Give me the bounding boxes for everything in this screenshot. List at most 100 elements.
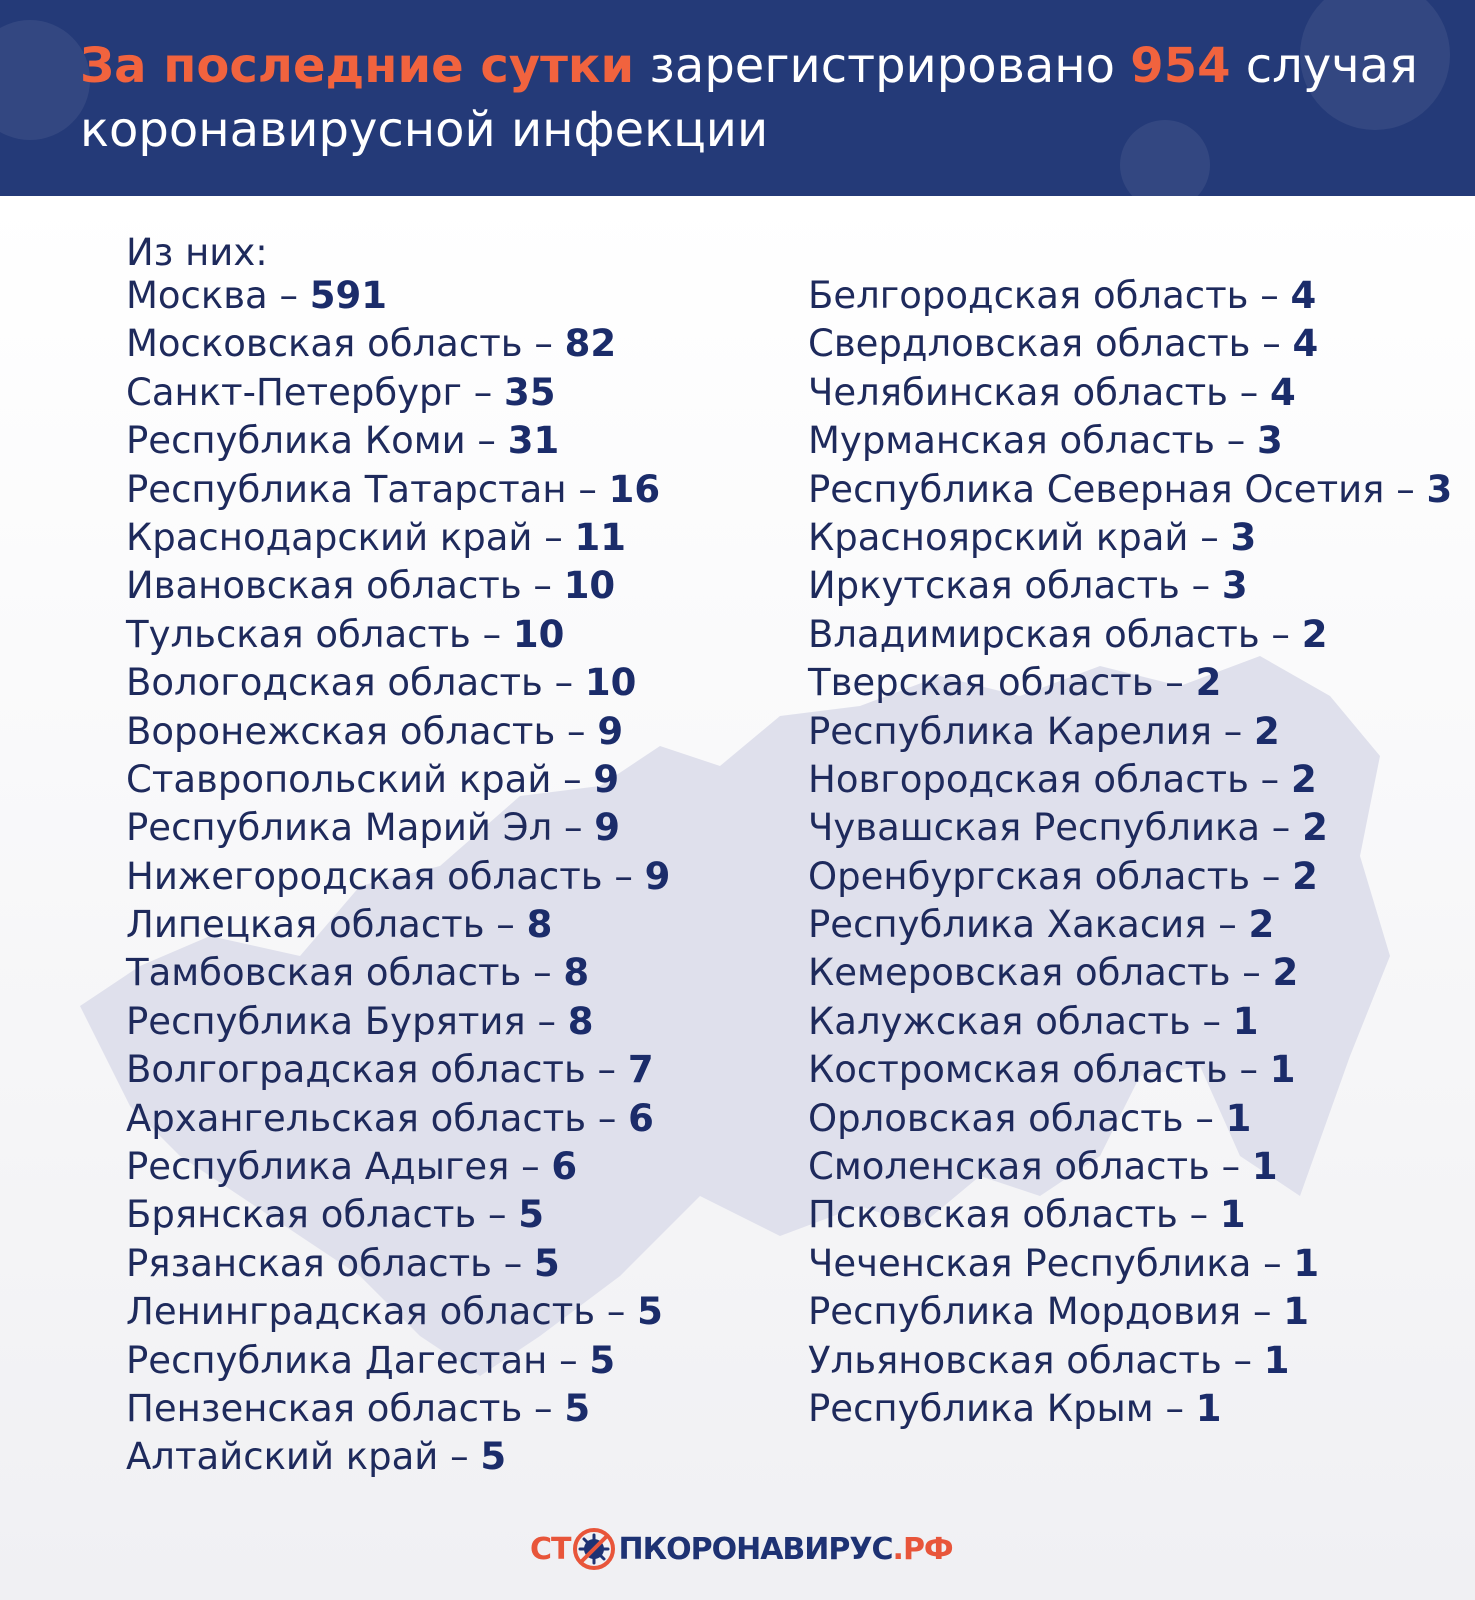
region-name: Владимирская область (808, 612, 1260, 656)
stopcoronavirus-logo: СТ ПКОРОНАВИРУС .РФ (530, 1524, 954, 1574)
region-row: Новгородская область – 2 (808, 756, 1452, 804)
region-case-count: 9 (644, 854, 671, 898)
region-row: Мурманская область – 3 (808, 417, 1452, 465)
region-separator: – (438, 1435, 481, 1479)
region-case-count: 1 (1195, 1386, 1222, 1430)
region-separator: – (585, 1048, 628, 1092)
region-case-count: 2 (1248, 903, 1275, 947)
region-separator: – (1211, 709, 1254, 753)
region-row: Воронежская область – 9 (126, 708, 670, 756)
region-separator: – (267, 274, 310, 317)
region-name: Республика Коми (126, 419, 466, 463)
region-row: Республика Мордовия – 1 (808, 1288, 1452, 1336)
region-separator: – (1153, 1386, 1196, 1430)
region-row: Республика Крым – 1 (808, 1385, 1452, 1433)
region-separator: – (461, 370, 505, 414)
region-case-count: 591 (309, 274, 387, 317)
headline-rest: случая коронавирусной инфекции (80, 38, 1418, 158)
region-row: Чувашская Республика – 2 (808, 804, 1452, 852)
region-case-count: 1 (1269, 1048, 1296, 1092)
region-separator: – (551, 757, 594, 801)
region-row: Республика Коми – 31 (126, 417, 670, 465)
region-case-count: 5 (518, 1193, 544, 1237)
region-row: Нижегородская область – 9 (126, 853, 670, 901)
region-separator: – (1188, 515, 1231, 559)
region-separator: – (522, 322, 565, 366)
virus-decoration-icon (1300, 0, 1450, 130)
region-separator: – (465, 419, 508, 463)
region-name: Липецкая область (126, 903, 485, 947)
region-row: Республика Марий Эл – 9 (126, 804, 670, 852)
region-row: Белгородская область – 4 (808, 272, 1452, 320)
region-name: Московская область (126, 322, 523, 366)
region-case-count: 2 (1290, 757, 1317, 801)
content-area (0, 196, 1475, 1600)
russia-map-background (80, 656, 1390, 1376)
region-case-count: 5 (637, 1290, 663, 1334)
region-case-count: 2 (1253, 709, 1280, 753)
region-name: Вологодская область (126, 661, 543, 705)
region-case-count: 35 (504, 370, 556, 414)
region-case-count: 4 (1292, 322, 1319, 366)
region-row: Республика Карелия – 2 (808, 708, 1452, 756)
region-case-count: 2 (1301, 612, 1328, 656)
intro-label: Из них: (126, 231, 268, 274)
region-row: Орловская область – 1 (808, 1095, 1452, 1143)
region-case-count: 5 (564, 1386, 591, 1430)
region-case-count: 9 (597, 709, 624, 753)
region-row: Липецкая область – 8 (126, 901, 670, 949)
region-name: Калужская область (808, 999, 1191, 1043)
virus-stop-icon (573, 1528, 616, 1570)
region-row: Тверская область – 2 (808, 659, 1452, 707)
region-row: Калужская область – 1 (808, 998, 1452, 1046)
region-separator: – (1251, 1241, 1294, 1285)
region-case-count: 10 (563, 564, 616, 608)
region-case-count: 5 (534, 1241, 560, 1285)
region-name: Новгородская область (808, 757, 1249, 801)
region-case-count: 3 (1256, 419, 1283, 463)
region-case-count: 82 (564, 322, 617, 366)
region-separator: – (1209, 1145, 1252, 1189)
region-name: Костромская область (808, 1048, 1228, 1092)
headline-accent: За последние сутки (80, 38, 635, 94)
region-case-count: 3 (1426, 467, 1453, 511)
region-name: Ленинградская область (126, 1290, 596, 1334)
region-separator: – (1177, 1193, 1220, 1237)
region-name: Псковская область (808, 1193, 1178, 1237)
region-separator: – (521, 564, 564, 608)
region-name: Алтайский край (126, 1435, 439, 1479)
region-name: Ставропольский край (126, 757, 552, 801)
region-row: Краснодарский край – 11 (126, 514, 670, 562)
region-name: Республика Крым (808, 1386, 1154, 1430)
region-name: Республика Северная Осетия (808, 467, 1385, 511)
left-region-list: Москва – 591 Московская область – 82 Санкт… (126, 272, 670, 1482)
region-row: Иркутская область – 3 (808, 562, 1452, 610)
logo-part-st: СТ (530, 1531, 571, 1567)
region-row: Республика Адыгея – 6 (126, 1143, 670, 1191)
headline-mid: зарегистрировано (649, 38, 1116, 94)
region-separator: – (586, 1096, 629, 1140)
region-row: Волгоградская область – 7 (126, 1046, 670, 1094)
region-row: Оренбургская область – 2 (808, 853, 1452, 901)
region-row: Костромская область – 1 (808, 1046, 1452, 1094)
region-case-count: 1 (1263, 1338, 1290, 1382)
region-name: Ивановская область (126, 564, 522, 608)
region-separator: – (555, 709, 598, 753)
region-separator: – (1206, 903, 1249, 947)
region-case-count: 1 (1232, 999, 1259, 1043)
region-row: Смоленская область – 1 (808, 1143, 1452, 1191)
region-separator: – (1248, 757, 1291, 801)
region-name: Республика Татарстан (126, 467, 567, 511)
region-row: Ульяновская область – 1 (808, 1337, 1452, 1385)
region-separator: – (522, 1386, 565, 1430)
region-separator: – (1241, 1290, 1284, 1334)
region-name: Оренбургская область (808, 854, 1251, 898)
region-row: Республика Дагестан – 5 (126, 1337, 670, 1385)
region-case-count: 6 (551, 1145, 578, 1189)
region-row: Тульская область – 10 (126, 611, 670, 659)
region-case-count: 9 (594, 806, 621, 850)
region-case-count: 2 (1292, 854, 1318, 898)
region-name: Республика Карелия (808, 709, 1212, 753)
region-name: Краснодарский край (126, 515, 533, 559)
region-separator: – (1227, 370, 1270, 414)
